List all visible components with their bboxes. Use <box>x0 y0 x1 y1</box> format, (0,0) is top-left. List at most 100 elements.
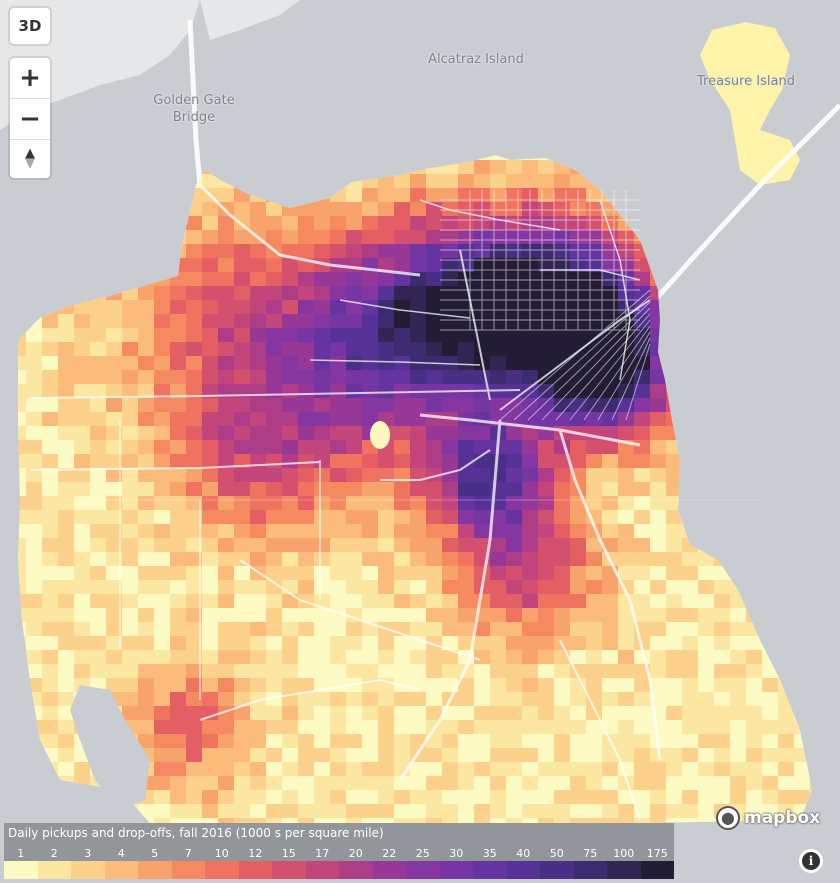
density-cell <box>250 734 266 748</box>
density-cell <box>170 300 186 314</box>
density-cell <box>202 412 218 426</box>
density-cell <box>362 510 378 524</box>
density-cell <box>586 776 602 790</box>
density-cell <box>250 286 266 300</box>
density-cell <box>650 622 666 636</box>
density-cell <box>554 524 570 538</box>
density-cell <box>522 664 538 678</box>
density-cell <box>474 734 490 748</box>
density-cell <box>346 636 362 650</box>
density-cell <box>410 440 426 454</box>
compass-button[interactable]: ▲ ▼ <box>10 140 50 178</box>
density-cell <box>554 594 570 608</box>
density-cell <box>202 538 218 552</box>
zoom-in-button[interactable]: + <box>10 58 50 99</box>
density-cell <box>170 524 186 538</box>
density-cell <box>474 426 490 440</box>
density-cell <box>618 734 634 748</box>
density-cell <box>410 636 426 650</box>
density-cell <box>346 370 362 384</box>
density-cell <box>202 594 218 608</box>
density-cell <box>570 650 586 664</box>
density-cell <box>426 608 442 622</box>
density-cell <box>634 468 650 482</box>
legend-bin-label: 2 <box>50 847 58 860</box>
density-cell <box>634 538 650 552</box>
density-cell <box>618 636 634 650</box>
density-cell <box>138 552 154 566</box>
density-cell <box>42 468 58 482</box>
density-cell <box>170 370 186 384</box>
view-3d-button[interactable]: 3D <box>10 8 50 44</box>
density-cell <box>314 818 330 823</box>
density-cell <box>234 482 250 496</box>
density-cell <box>378 636 394 650</box>
density-cell <box>314 384 330 398</box>
density-cell <box>298 804 314 818</box>
density-cell <box>74 622 90 636</box>
density-cell <box>266 328 282 342</box>
density-cell <box>170 776 186 790</box>
legend-bin-label: 12 <box>248 847 263 860</box>
density-cell <box>138 440 154 454</box>
density-cell <box>346 244 362 258</box>
density-cell <box>218 664 234 678</box>
density-cell <box>42 370 58 384</box>
density-cell <box>602 706 618 720</box>
density-cell <box>378 818 394 823</box>
density-cell <box>506 160 522 174</box>
density-cell <box>394 748 410 762</box>
density-cell <box>362 216 378 230</box>
density-cell <box>394 286 410 300</box>
density-cell <box>490 314 506 328</box>
density-cell <box>42 650 58 664</box>
density-cell <box>650 580 666 594</box>
density-cell <box>314 790 330 804</box>
density-cell <box>90 412 106 426</box>
density-cell <box>490 286 506 300</box>
density-cell <box>506 622 522 636</box>
density-cell <box>570 790 586 804</box>
density-cell <box>458 314 474 328</box>
density-cell <box>570 706 586 720</box>
density-cell <box>218 370 234 384</box>
density-cell <box>570 818 586 823</box>
density-cell <box>762 776 778 790</box>
legend-bin-label: 1 <box>17 847 25 860</box>
density-cell <box>666 608 682 622</box>
density-cell <box>474 622 490 636</box>
density-cell <box>42 566 58 580</box>
density-cell <box>330 230 346 244</box>
density-cell <box>218 692 234 706</box>
density-cell <box>490 398 506 412</box>
density-cell <box>346 202 362 216</box>
density-cell <box>538 580 554 594</box>
density-cell <box>362 524 378 538</box>
density-cell <box>250 244 266 258</box>
density-cell <box>602 608 618 622</box>
density-cell <box>202 202 218 216</box>
density-cell <box>394 818 410 823</box>
density-cell <box>154 538 170 552</box>
density-cell <box>714 594 730 608</box>
mapbox-logo[interactable]: ⬤ mapbox <box>716 806 820 830</box>
density-cell <box>426 286 442 300</box>
density-cell <box>698 566 714 580</box>
density-cell <box>378 216 394 230</box>
density-cell <box>362 650 378 664</box>
density-cell <box>298 636 314 650</box>
info-button[interactable]: i <box>799 849 823 873</box>
density-cell <box>26 454 42 468</box>
density-cell <box>474 510 490 524</box>
density-cell <box>538 566 554 580</box>
density-cell <box>346 328 362 342</box>
density-cell <box>362 342 378 356</box>
density-cell <box>778 748 794 762</box>
zoom-out-button[interactable]: − <box>10 99 50 140</box>
density-cell <box>106 398 122 412</box>
density-cell <box>218 734 234 748</box>
density-cell <box>698 608 714 622</box>
density-cell <box>426 370 442 384</box>
density-cell <box>298 202 314 216</box>
